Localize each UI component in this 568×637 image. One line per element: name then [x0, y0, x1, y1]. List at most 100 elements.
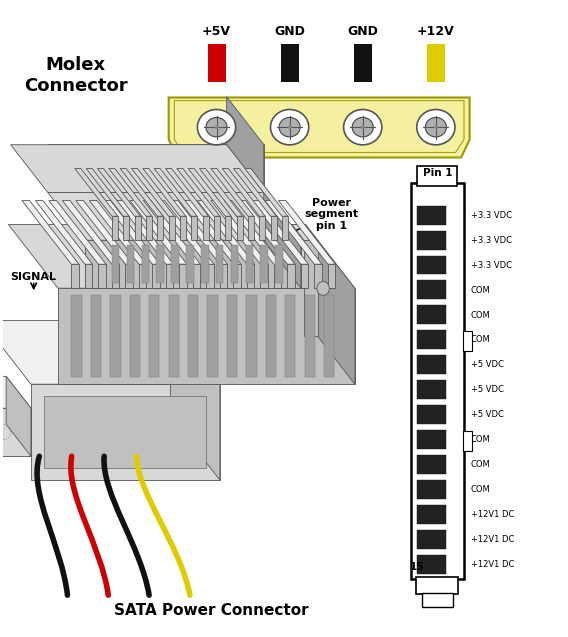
Polygon shape — [130, 296, 140, 377]
Polygon shape — [245, 245, 253, 283]
Text: +5 VDC: +5 VDC — [471, 410, 504, 419]
Polygon shape — [85, 264, 93, 288]
Bar — [417, 480, 446, 499]
Polygon shape — [141, 245, 149, 283]
Bar — [417, 231, 446, 250]
Bar — [417, 455, 446, 474]
Text: COM: COM — [471, 311, 491, 320]
Polygon shape — [172, 245, 179, 283]
Polygon shape — [35, 201, 93, 264]
Polygon shape — [143, 168, 186, 216]
Polygon shape — [227, 296, 237, 377]
Text: +5 VDC: +5 VDC — [471, 361, 504, 369]
Ellipse shape — [317, 282, 329, 296]
Ellipse shape — [344, 110, 382, 145]
Text: +12V1 DC: +12V1 DC — [471, 560, 514, 569]
Polygon shape — [292, 224, 318, 240]
Bar — [417, 529, 446, 548]
Text: 15: 15 — [410, 562, 424, 572]
Bar — [416, 576, 458, 594]
Text: COM: COM — [471, 285, 491, 295]
Polygon shape — [126, 264, 133, 288]
Ellipse shape — [361, 125, 365, 129]
Ellipse shape — [279, 117, 300, 137]
Bar — [417, 430, 446, 449]
Polygon shape — [109, 168, 152, 216]
Polygon shape — [275, 245, 283, 283]
Bar — [411, 183, 464, 578]
Polygon shape — [143, 201, 201, 264]
Polygon shape — [265, 201, 322, 264]
Polygon shape — [233, 168, 277, 216]
Polygon shape — [48, 192, 301, 240]
Text: Molex
Connector: Molex Connector — [24, 56, 128, 95]
Polygon shape — [112, 216, 118, 240]
Polygon shape — [188, 168, 231, 216]
Polygon shape — [170, 201, 227, 264]
Bar — [417, 330, 446, 349]
Polygon shape — [98, 264, 106, 288]
Polygon shape — [149, 296, 160, 377]
Text: COM: COM — [471, 485, 491, 494]
Polygon shape — [62, 201, 119, 264]
Polygon shape — [152, 264, 160, 288]
Polygon shape — [225, 216, 231, 240]
Polygon shape — [48, 145, 264, 192]
Text: GND: GND — [274, 25, 305, 38]
Polygon shape — [72, 296, 82, 377]
Polygon shape — [0, 320, 220, 384]
Polygon shape — [146, 216, 152, 240]
Polygon shape — [169, 97, 470, 157]
Polygon shape — [9, 224, 355, 288]
Text: Pin 1: Pin 1 — [423, 168, 452, 178]
Polygon shape — [110, 296, 120, 377]
Bar — [417, 280, 446, 299]
Polygon shape — [130, 201, 187, 264]
Bar — [417, 166, 457, 186]
Polygon shape — [0, 376, 31, 408]
Text: +3.3 VDC: +3.3 VDC — [471, 211, 512, 220]
Polygon shape — [91, 296, 101, 377]
Polygon shape — [260, 245, 268, 283]
Polygon shape — [131, 168, 174, 216]
Polygon shape — [304, 240, 318, 336]
Bar — [417, 405, 446, 424]
Bar — [427, 44, 445, 82]
Text: +3.3 VDC: +3.3 VDC — [471, 261, 512, 269]
Bar — [417, 555, 446, 573]
Polygon shape — [11, 145, 264, 192]
Bar — [417, 355, 446, 374]
Polygon shape — [157, 216, 163, 240]
Polygon shape — [0, 408, 31, 456]
Polygon shape — [285, 296, 295, 377]
Ellipse shape — [417, 110, 455, 145]
Polygon shape — [86, 168, 129, 216]
Polygon shape — [247, 296, 257, 377]
Polygon shape — [278, 201, 336, 264]
Polygon shape — [252, 201, 308, 264]
Text: SIGNAL: SIGNAL — [11, 273, 57, 282]
Ellipse shape — [352, 117, 373, 137]
Text: +5V: +5V — [202, 25, 231, 38]
Polygon shape — [98, 168, 140, 216]
Polygon shape — [72, 264, 79, 288]
Bar — [417, 380, 446, 399]
Polygon shape — [165, 168, 208, 216]
Polygon shape — [31, 384, 220, 480]
Text: COM: COM — [471, 435, 491, 444]
Polygon shape — [184, 201, 241, 264]
Polygon shape — [156, 245, 164, 283]
Polygon shape — [75, 168, 118, 216]
Polygon shape — [282, 216, 288, 240]
Bar — [417, 505, 446, 524]
Polygon shape — [220, 264, 227, 288]
Bar — [422, 593, 453, 607]
Text: +5 VDC: +5 VDC — [471, 385, 504, 394]
Polygon shape — [49, 201, 106, 264]
Polygon shape — [58, 288, 355, 384]
Polygon shape — [203, 216, 208, 240]
Polygon shape — [157, 201, 214, 264]
Polygon shape — [169, 216, 174, 240]
Polygon shape — [231, 245, 238, 283]
Ellipse shape — [206, 117, 227, 137]
